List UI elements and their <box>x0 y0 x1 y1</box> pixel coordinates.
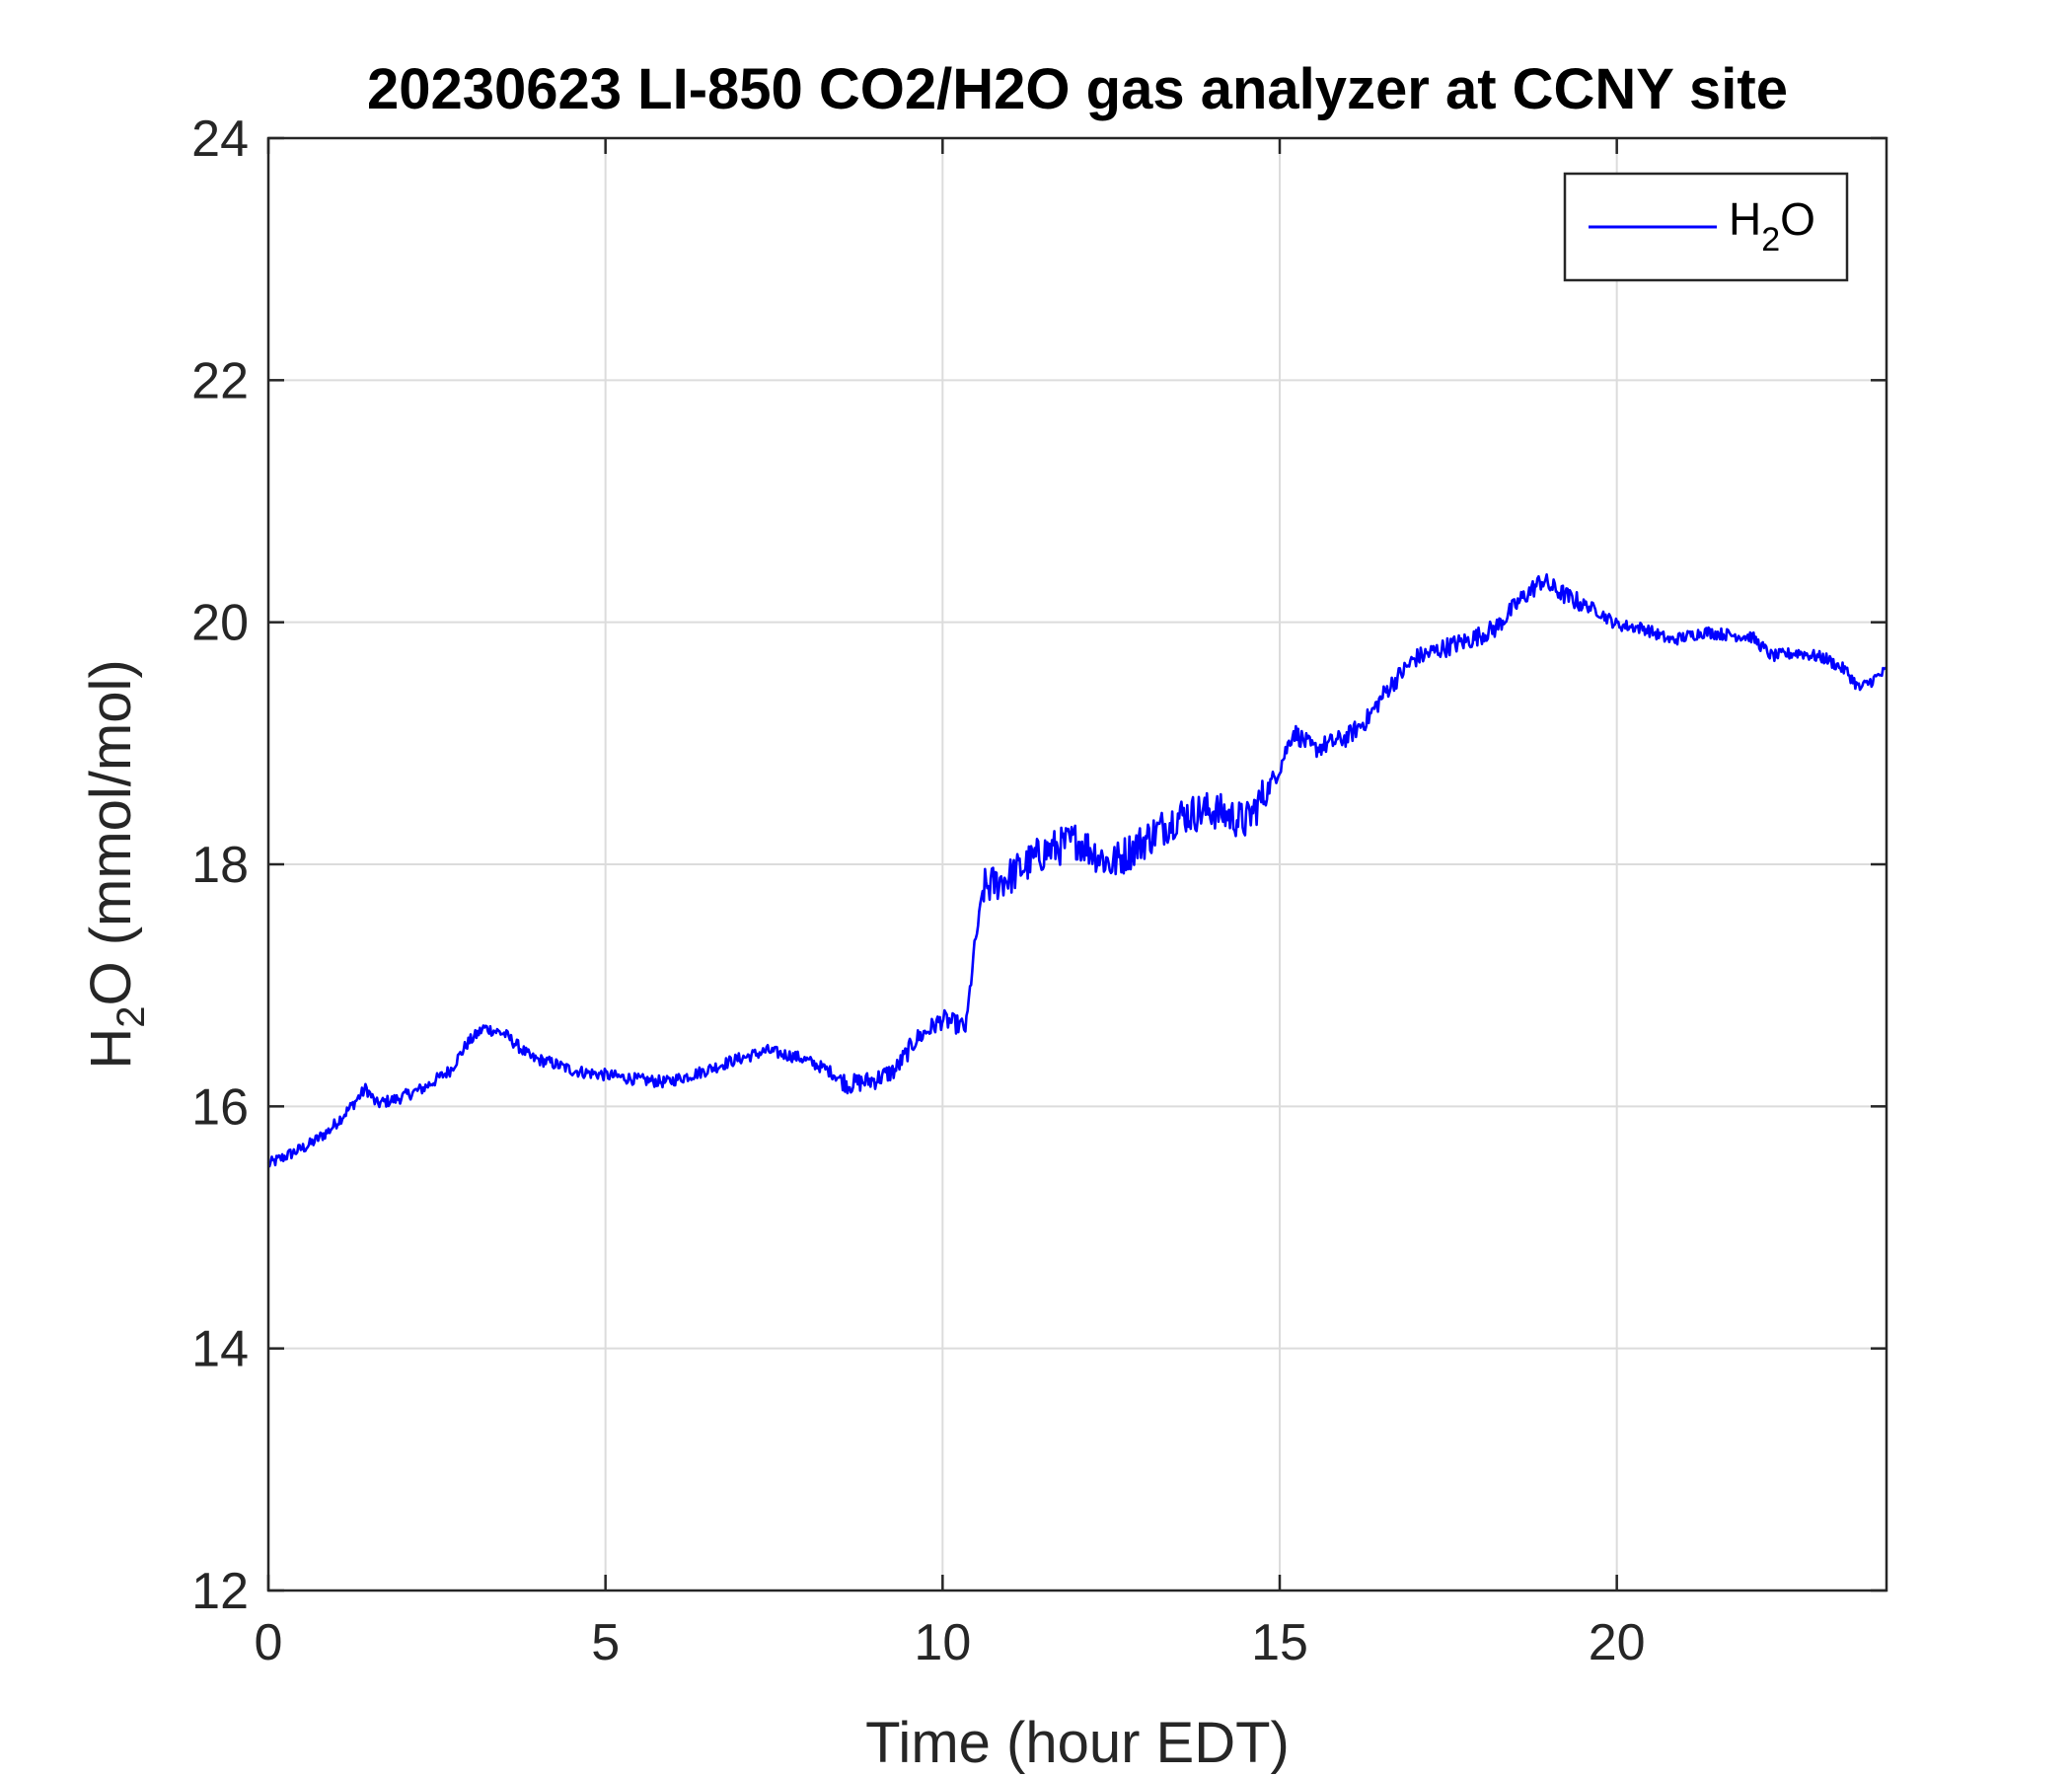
ticks <box>266 136 1887 1592</box>
x-tick-label: 20 <box>1589 1614 1646 1671</box>
y-axis-label: H2O (mmol/mol) <box>79 659 153 1069</box>
x-tick-label: 15 <box>1251 1614 1308 1671</box>
y-tick-label: 20 <box>191 595 249 652</box>
chart-title: 20230623 LI-850 CO2/H2O gas analyzer at … <box>367 57 1788 121</box>
series-line-h2o <box>266 573 1887 1168</box>
legend: H2O <box>1563 172 1849 282</box>
x-tick-label: 10 <box>914 1614 971 1671</box>
tick-labels: 0 5 10 15 20 12 14 16 18 20 22 24 <box>191 111 1645 1671</box>
x-axis-label: Time (hour EDT) <box>865 1711 1290 1775</box>
y-tick-label: 16 <box>191 1078 249 1136</box>
x-tick-label: 0 <box>255 1614 283 1671</box>
legend-label-sub: 2 <box>1761 221 1780 259</box>
y-tick-label: 18 <box>191 837 249 894</box>
line-layer <box>266 573 1887 1168</box>
y-tick-label: 14 <box>191 1321 249 1378</box>
y-tick-label: 22 <box>191 352 249 409</box>
legend-label: H2O <box>1729 193 1815 259</box>
y-axis-label-rest: O (mmol/mol) <box>79 659 143 1005</box>
y-axis-label-sub: 2 <box>110 1006 153 1028</box>
legend-label-main: H <box>1729 193 1761 245</box>
y-tick-label: 24 <box>191 111 249 168</box>
legend-label-rest: O <box>1780 193 1815 245</box>
y-axis-label-main: H <box>79 1028 143 1070</box>
x-tick-label: 5 <box>591 1614 620 1671</box>
y-tick-label: 12 <box>191 1563 249 1620</box>
